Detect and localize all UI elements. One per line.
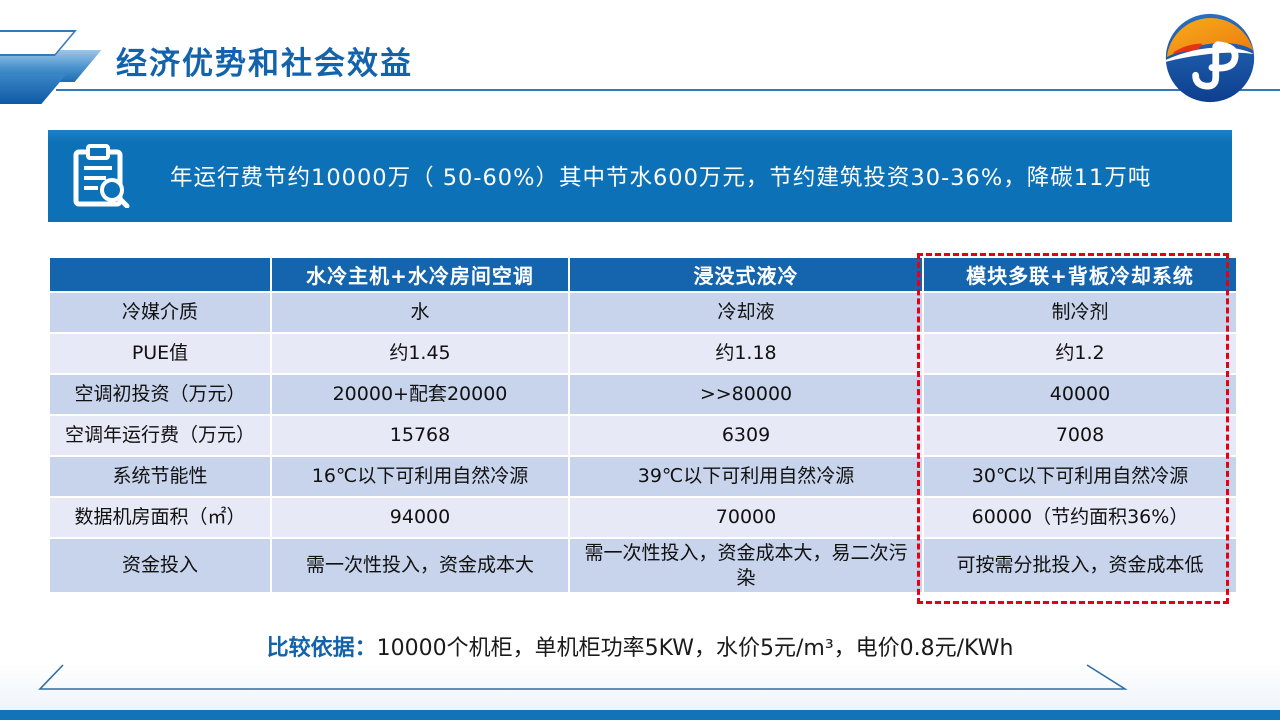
cell: 需一次性投入，资金成本大 xyxy=(272,539,568,593)
row-label: 冷媒介质 xyxy=(50,293,270,332)
cell: 约1.45 xyxy=(272,334,568,373)
cell: 约1.18 xyxy=(570,334,922,373)
table-row-pue: PUE值 约1.45 约1.18 约1.2 xyxy=(50,334,1236,373)
banner-text: 年运行费节约10000万（ 50-60%）其中节水600万元，节约建筑投资30-… xyxy=(170,165,1152,191)
cell: 70000 xyxy=(570,498,922,537)
table-row-capital-input: 资金投入 需一次性投入，资金成本大 需一次性投入，资金成本大，易二次污染 可按需… xyxy=(50,539,1236,593)
table-header-row: 水冷主机+水冷房间空调 浸没式液冷 模块多联+背板冷却系统 xyxy=(50,258,1236,291)
footnote-text: 10000个机柜，单机柜功率5KW，水价5元/m³，电价0.8元/KWh xyxy=(376,636,1014,661)
cell: 冷却液 xyxy=(570,293,922,332)
row-label: 资金投入 xyxy=(50,539,270,593)
footnote-label: 比较依据： xyxy=(266,636,377,661)
comparison-table-wrapper: 水冷主机+水冷房间空调 浸没式液冷 模块多联+背板冷却系统 冷媒介质 水 冷却液… xyxy=(48,253,1238,604)
cell: 60000（节约面积36%） xyxy=(924,498,1236,537)
table-row-annual-cost: 空调年运行费（万元） 15768 6309 7008 xyxy=(50,416,1236,455)
col-header-immersion: 浸没式液冷 xyxy=(570,258,922,291)
row-label: 系统节能性 xyxy=(50,457,270,496)
footnote: 比较依据：10000个机柜，单机柜功率5KW，水价5元/m³，电价0.8元/KW… xyxy=(0,630,1280,662)
clipboard-search-icon xyxy=(73,144,130,208)
cell: 30℃以下可利用自然冷源 xyxy=(924,457,1236,496)
cell: 约1.2 xyxy=(924,334,1236,373)
col-header-water-cooled: 水冷主机+水冷房间空调 xyxy=(272,258,568,291)
cell: 水 xyxy=(272,293,568,332)
col-header-modular: 模块多联+背板冷却系统 xyxy=(924,258,1236,291)
cell: 20000+配套20000 xyxy=(272,375,568,414)
company-logo-icon xyxy=(1165,13,1255,103)
cell: 7008 xyxy=(924,416,1236,455)
cell: 需一次性投入，资金成本大，易二次污染 xyxy=(570,539,922,593)
row-label: 空调年运行费（万元） xyxy=(50,416,270,455)
table-row-initial-investment: 空调初投资（万元） 20000+配套20000 >>80000 40000 xyxy=(50,375,1236,414)
row-label: 空调初投资（万元） xyxy=(50,375,270,414)
cell: >>80000 xyxy=(570,375,922,414)
summary-banner: 年运行费节约10000万（ 50-60%）其中节水600万元，节约建筑投资30-… xyxy=(48,130,1232,222)
bottom-decoration-zone xyxy=(0,664,1280,710)
comparison-table: 水冷主机+水冷房间空调 浸没式液冷 模块多联+背板冷却系统 冷媒介质 水 冷却液… xyxy=(48,256,1238,595)
row-label: PUE值 xyxy=(50,334,270,373)
cell: 制冷剂 xyxy=(924,293,1236,332)
cell: 40000 xyxy=(924,375,1236,414)
cell: 6309 xyxy=(570,416,922,455)
title-underline xyxy=(56,89,1280,91)
table-row-coolant-medium: 冷媒介质 水 冷却液 制冷剂 xyxy=(50,293,1236,332)
cell: 15768 xyxy=(272,416,568,455)
row-label: 数据机房面积（㎡） xyxy=(50,498,270,537)
cell: 可按需分批投入，资金成本低 xyxy=(924,539,1236,593)
cell: 94000 xyxy=(272,498,568,537)
col-header-blank xyxy=(50,258,270,291)
table-row-energy-saving: 系统节能性 16℃以下可利用自然冷源 39℃以下可利用自然冷源 30℃以下可利用… xyxy=(50,457,1236,496)
cell: 16℃以下可利用自然冷源 xyxy=(272,457,568,496)
bottom-blue-bar xyxy=(0,710,1280,720)
page-title: 经济优势和社会效益 xyxy=(116,46,413,82)
table-row-room-area: 数据机房面积（㎡） 94000 70000 60000（节约面积36%） xyxy=(50,498,1236,537)
header-decoration xyxy=(0,22,120,107)
bottom-trapezoid-line xyxy=(38,664,1128,690)
cell: 39℃以下可利用自然冷源 xyxy=(570,457,922,496)
